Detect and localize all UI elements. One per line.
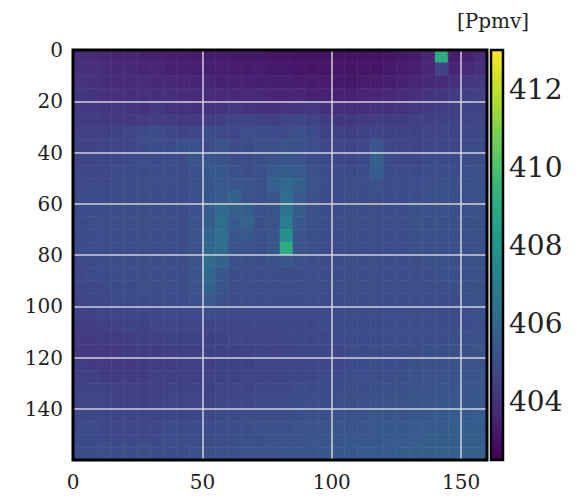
svg-text:140: 140 xyxy=(25,397,63,421)
svg-text:80: 80 xyxy=(38,243,63,267)
svg-text:0: 0 xyxy=(50,38,63,62)
svg-text:[Ppmv]: [Ppmv] xyxy=(457,9,529,33)
svg-text:100: 100 xyxy=(313,470,351,494)
svg-text:50: 50 xyxy=(190,470,215,494)
svg-text:412: 412 xyxy=(509,73,562,106)
svg-text:408: 408 xyxy=(509,229,562,262)
svg-text:120: 120 xyxy=(25,346,63,370)
svg-text:60: 60 xyxy=(38,192,63,216)
svg-text:20: 20 xyxy=(38,89,63,113)
svg-text:406: 406 xyxy=(509,307,562,340)
svg-text:0: 0 xyxy=(67,470,80,494)
svg-text:410: 410 xyxy=(509,151,562,184)
svg-text:100: 100 xyxy=(25,294,63,318)
svg-text:40: 40 xyxy=(38,141,63,165)
svg-text:150: 150 xyxy=(442,470,480,494)
svg-text:404: 404 xyxy=(509,385,562,418)
